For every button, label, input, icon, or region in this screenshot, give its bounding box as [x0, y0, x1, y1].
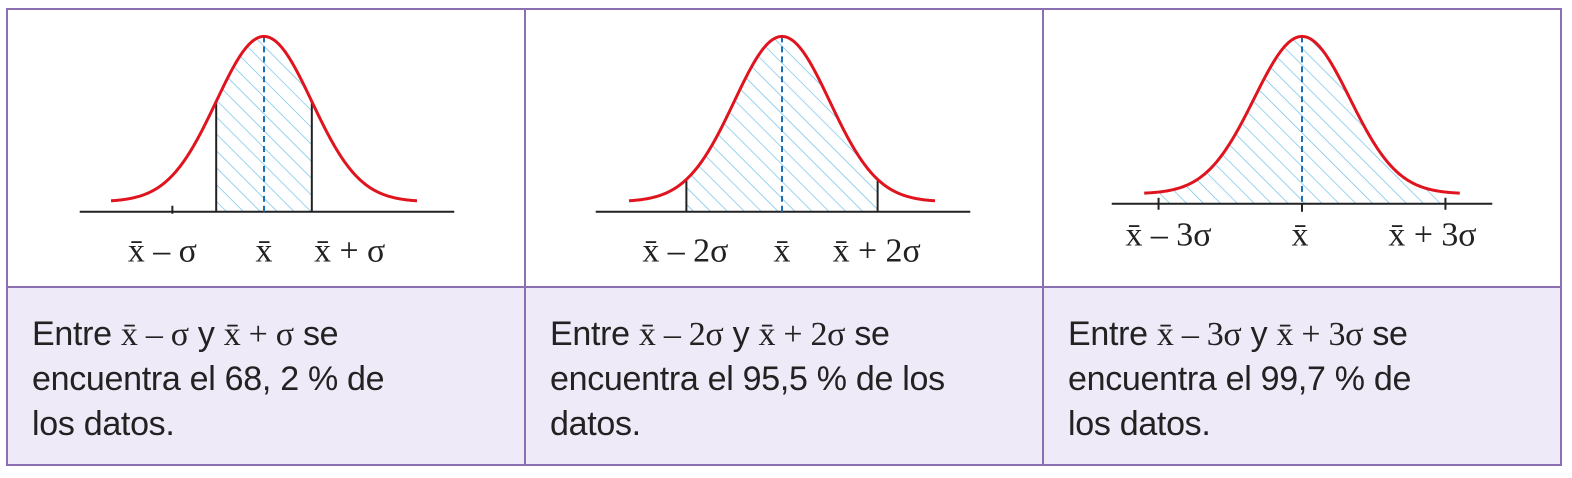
caption-line-3: los datos. — [32, 405, 175, 443]
caption-y: y — [1250, 315, 1268, 353]
panel-1-curve — [110, 34, 418, 203]
caption-right-bound: x̄ + σ — [223, 316, 294, 353]
caption-se: se — [854, 315, 890, 353]
panel-1-caption-cell: Entre x̄ – σ y x̄ + σ se encuentra el 68… — [8, 286, 526, 464]
panel-3-label-left: x̄ – 3σ — [1126, 217, 1212, 254]
caption-right-bound: x̄ + 3σ — [1276, 316, 1364, 353]
panel-1-label-right: x̄ + σ — [314, 233, 385, 270]
caption-left-bound: x̄ – σ — [120, 316, 189, 353]
panel-2-bell-curve: x̄ – 2σ x̄ x̄ + 2σ — [595, 34, 971, 270]
panel-2-label-center: x̄ — [774, 233, 791, 270]
caption-right-bound: x̄ + 2σ — [758, 316, 846, 353]
caption-left-bound: x̄ – 2σ — [638, 316, 724, 353]
panel-1-caption: Entre x̄ – σ y x̄ + σ se encuentra el 68… — [8, 288, 524, 447]
caption-line-2: encuentra el 95,5 % de los — [550, 360, 945, 398]
caption-entre: Entre — [1068, 315, 1148, 353]
panel-3-caption: Entre x̄ – 3σ y x̄ + 3σ se encuentra el … — [1044, 288, 1560, 447]
panel-1-shaded-area — [216, 36, 312, 212]
panel-2-curve — [628, 34, 936, 203]
panel-1-label-left: x̄ – σ — [128, 233, 197, 270]
panel-2-diagram-cell: x̄ – 2σ x̄ x̄ + 2σ — [526, 10, 1044, 286]
panel-3-label-right: x̄ + 3σ — [1388, 217, 1476, 254]
caption-se: se — [302, 315, 339, 353]
panel-2-shaded-area — [686, 36, 878, 212]
panel-2-label-right: x̄ + 2σ — [833, 233, 921, 270]
panel-3-caption-cell: Entre x̄ – 3σ y x̄ + 3σ se encuentra el … — [1044, 286, 1560, 464]
caption-left-bound: x̄ – 3σ — [1156, 316, 1242, 353]
caption-y: y — [197, 315, 215, 353]
caption-se: se — [1372, 315, 1408, 353]
panel-3-label-center: x̄ — [1292, 217, 1309, 254]
panel-3-diagram-cell: x̄ – 3σ x̄ x̄ + 3σ — [1044, 10, 1560, 286]
panel-3-curve — [1144, 34, 1460, 195]
caption-line-2: encuentra el 68, 2 % de — [32, 360, 385, 398]
panel-2-label-left: x̄ – 2σ — [642, 233, 728, 270]
panel-1-label-center: x̄ — [256, 233, 273, 270]
panel-3-bell-curve: x̄ – 3σ x̄ x̄ + 3σ — [1111, 34, 1493, 254]
caption-entre: Entre — [550, 315, 630, 353]
panel-2-caption-cell: Entre x̄ – 2σ y x̄ + 2σ se encuentra el … — [526, 286, 1044, 464]
panel-1-diagram-cell: x̄ – σ x̄ x̄ + σ — [8, 10, 526, 286]
panel-2-caption: Entre x̄ – 2σ y x̄ + 2σ se encuentra el … — [526, 288, 1042, 447]
caption-y: y — [732, 315, 750, 353]
caption-line-3: datos. — [550, 405, 641, 443]
normal-distribution-table: x̄ – σ x̄ x̄ + σ x̄ – 2σ x̄ x̄ + 2σ — [6, 8, 1562, 466]
caption-line-2: encuentra el 99,7 % de — [1068, 360, 1412, 398]
panel-1-bell-curve: x̄ – σ x̄ x̄ + σ — [79, 34, 455, 270]
caption-line-3: los datos. — [1068, 405, 1211, 443]
caption-entre: Entre — [32, 315, 112, 353]
